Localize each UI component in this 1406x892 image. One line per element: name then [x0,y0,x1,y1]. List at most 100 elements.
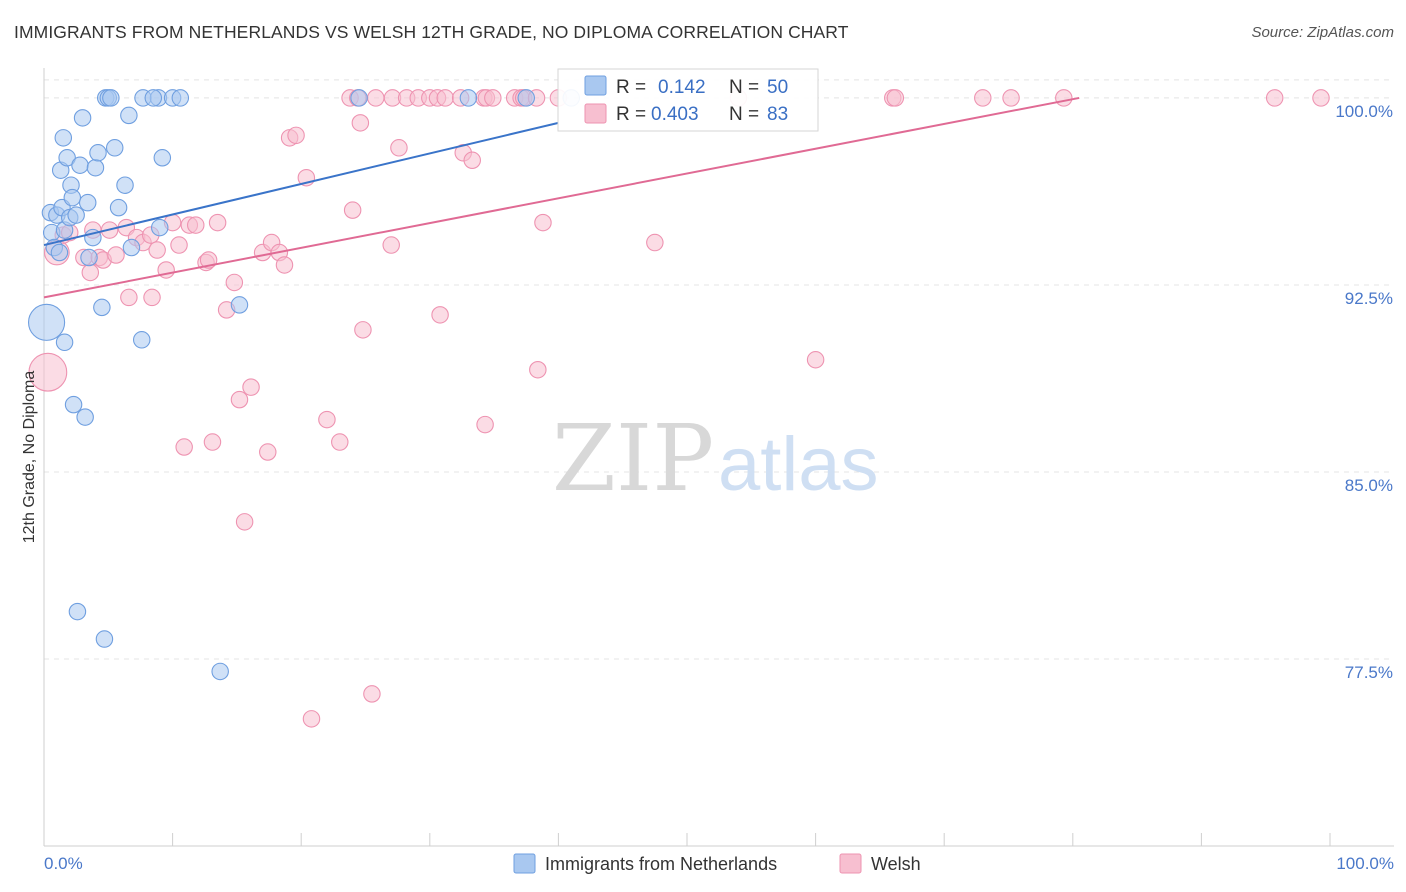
netherlands-point [102,89,120,107]
netherlands-point [76,408,94,426]
trend-lines [43,96,1080,299]
welsh-point [318,410,336,429]
welsh-point [806,350,825,369]
series1-n-label: N = [729,77,759,98]
welsh-point [974,89,992,107]
welsh-point [107,246,125,264]
legend-label-netherlands: Immigrants from Netherlands [545,854,777,874]
source-credit: Source: ZipAtlas.com [1251,24,1394,41]
x-tick-label-max: 100.0% [1336,854,1394,873]
chart-title: IMMIGRANTS FROM NETHERLANDS VS WELSH 12T… [14,22,849,42]
legend-swatch-welsh [839,853,862,874]
welsh-point [143,288,161,307]
y-tick-label: 92.5% [1345,289,1393,308]
welsh-point [363,685,381,703]
netherlands-point [27,303,66,341]
netherlands-point [230,296,249,314]
welsh-point [287,126,305,145]
series2-r-value: 0.403 [651,104,699,125]
legend-label-welsh: Welsh [871,854,921,874]
netherlands-trend-line [43,121,559,247]
series2-n-value: 83 [767,104,788,125]
welsh-point [175,438,193,456]
watermark: ZIP atlas [552,405,879,512]
netherlands-point [71,156,89,175]
welsh-point [235,513,254,531]
welsh-point [242,378,260,396]
netherlands-point [64,395,83,414]
welsh-point [331,433,349,451]
welsh-point [259,443,277,461]
welsh-point [351,114,370,132]
welsh-point [390,139,408,157]
watermark-atlas: atlas [718,422,879,507]
welsh-point [886,89,905,107]
netherlands-point [95,630,114,648]
welsh-point [120,288,138,307]
welsh-point [302,710,321,728]
netherlands-point [89,144,107,162]
x-tick-label-min: 0.0% [44,854,83,873]
netherlands-point [68,602,87,621]
welsh-point [354,321,372,339]
series2-r-label: R = [616,104,646,125]
y-tick-labels: 77.5% 85.0% 92.5% 100.0% [1335,102,1393,682]
netherlands-point [116,176,134,194]
netherlands-point [109,198,128,217]
welsh-point [230,390,249,409]
welsh-trend-line [43,96,1080,299]
netherlands-point [86,158,105,177]
netherlands-point [78,193,97,212]
welsh-point [484,89,502,107]
netherlands-point [55,333,74,352]
y-tick-label: 85.0% [1345,476,1393,495]
netherlands-point [120,106,138,125]
welsh-point [148,241,166,259]
welsh-point [382,236,400,254]
welsh-point [275,256,294,274]
netherlands-point [93,298,111,317]
series1-n-value: 50 [767,77,788,98]
series1-r-label: R = [616,77,646,98]
series1-swatch [584,75,607,96]
y-tick-label: 77.5% [1345,663,1393,682]
welsh-point [476,415,494,434]
netherlands-point [54,129,73,147]
series2-swatch [584,103,607,124]
netherlands-point [50,243,69,262]
watermark-zip: ZIP [552,405,714,512]
welsh-point [1002,89,1020,107]
welsh-point [646,233,664,252]
welsh-point [431,306,449,324]
welsh-point [1055,89,1073,107]
x-ticks [43,833,1331,846]
series2-n-label: N = [729,104,759,125]
netherlands-point [80,248,98,267]
bottom-legend: Immigrants from Netherlands Welsh [513,853,921,874]
netherlands-point [153,149,172,167]
welsh-point [367,89,385,107]
welsh-point [203,433,222,451]
netherlands-point [459,89,478,107]
series1-r-value: 0.142 [658,77,706,98]
y-tick-label: 100.0% [1335,102,1393,121]
welsh-point [1312,89,1330,107]
netherlands-point [67,206,85,224]
netherlands-point [350,89,368,107]
netherlands-point [144,89,163,107]
stats-legend-box: R = 0.142 N = 50 R = 0.403 N = 83 [557,68,819,132]
netherlands-point [211,662,229,681]
welsh-point [463,151,481,170]
netherlands-point [132,331,151,349]
welsh-point [436,89,454,107]
y-axis-title: 12th Grade, No Diploma [21,371,38,544]
netherlands-point [150,218,169,237]
axes [43,68,1394,847]
netherlands-point [105,139,124,157]
legend-swatch-netherlands [513,853,536,874]
netherlands-point [73,109,92,127]
netherlands-point [517,89,535,107]
netherlands-point [63,188,82,207]
welsh-point [170,236,188,254]
